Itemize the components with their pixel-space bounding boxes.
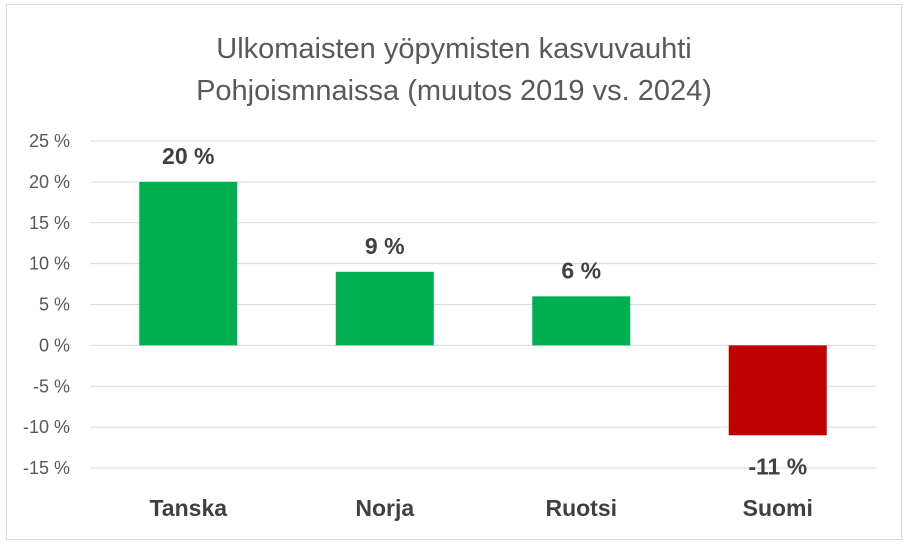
bar (139, 181, 238, 346)
bar (532, 296, 631, 346)
y-tick-label: 0 % (39, 335, 70, 355)
category-label: Ruotsi (545, 495, 617, 521)
y-tick-label: 10 % (29, 254, 70, 274)
y-tick-label: 5 % (39, 295, 70, 315)
bar (335, 271, 434, 346)
category-label: Norja (355, 495, 414, 521)
bar (728, 345, 827, 436)
chart-title-line1: Ulkomaisten yöpymisten kasvuvauhti (216, 33, 692, 65)
data-label: 9 % (365, 233, 405, 259)
data-label: 20 % (162, 143, 214, 169)
data-label: -11 % (748, 453, 807, 479)
y-tick-label: 25 % (29, 131, 70, 151)
y-tick-label: 15 % (29, 213, 70, 233)
data-label: 6 % (561, 257, 601, 283)
category-label: Suomi (743, 495, 813, 521)
chart-title-line2: Pohjoismnaissa (muutos 2019 vs. 2024) (196, 75, 712, 107)
y-tick-label: -15 % (23, 458, 70, 478)
y-tick-label: -10 % (23, 417, 70, 437)
category-label: Tanska (149, 495, 227, 521)
chart-frame (6, 4, 902, 540)
y-tick-label: 20 % (29, 172, 70, 192)
chart-title: Ulkomaisten yöpymisten kasvuvauhti Pohjo… (0, 28, 908, 112)
y-tick-label: -5 % (33, 376, 70, 396)
